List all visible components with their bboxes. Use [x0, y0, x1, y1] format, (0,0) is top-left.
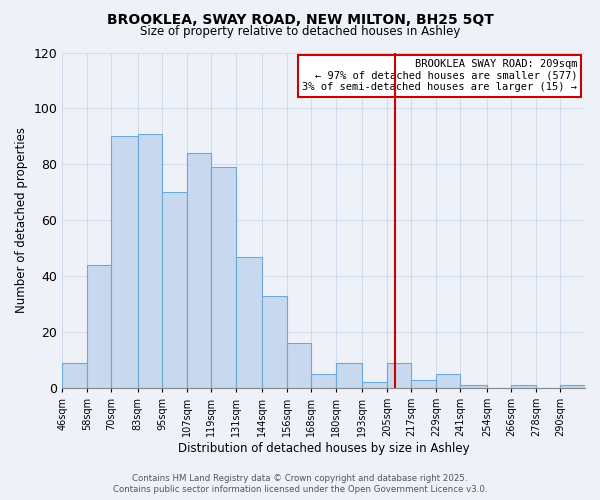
Bar [412, 380, 436, 388]
Text: BROOKLEA SWAY ROAD: 209sqm
← 97% of detached houses are smaller (577)
3% of semi: BROOKLEA SWAY ROAD: 209sqm ← 97% of deta… [302, 59, 577, 92]
Bar [262, 296, 287, 388]
Bar [187, 153, 211, 388]
Bar [138, 134, 163, 388]
Bar [163, 192, 187, 388]
Text: Contains HM Land Registry data © Crown copyright and database right 2025.
Contai: Contains HM Land Registry data © Crown c… [113, 474, 487, 494]
Y-axis label: Number of detached properties: Number of detached properties [15, 128, 28, 314]
Bar [436, 374, 460, 388]
Bar [211, 167, 236, 388]
Bar [287, 344, 311, 388]
Bar [311, 374, 336, 388]
Bar [62, 363, 87, 388]
Bar [111, 136, 138, 388]
X-axis label: Distribution of detached houses by size in Ashley: Distribution of detached houses by size … [178, 442, 469, 455]
Bar [511, 385, 536, 388]
Bar [362, 382, 387, 388]
Bar [87, 265, 111, 388]
Bar [560, 385, 585, 388]
Bar [336, 363, 362, 388]
Bar [387, 363, 412, 388]
Bar [460, 385, 487, 388]
Text: Size of property relative to detached houses in Ashley: Size of property relative to detached ho… [140, 25, 460, 38]
Text: BROOKLEA, SWAY ROAD, NEW MILTON, BH25 5QT: BROOKLEA, SWAY ROAD, NEW MILTON, BH25 5Q… [107, 12, 493, 26]
Bar [236, 256, 262, 388]
